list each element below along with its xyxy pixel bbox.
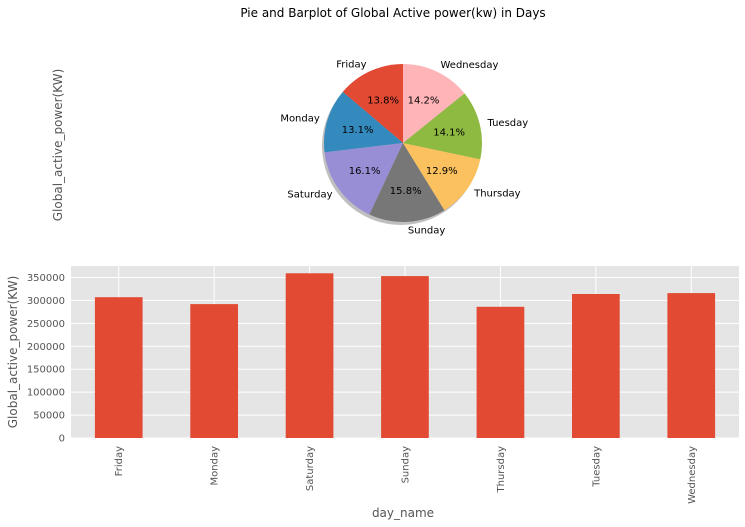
pie-pct-friday: 13.8% [367, 96, 399, 107]
bar-xtick-friday: Friday [114, 446, 125, 476]
bar-ytick-label: 50000 [33, 411, 65, 422]
bar-thursday [476, 306, 525, 438]
bar-wednesday [667, 293, 716, 438]
pie-chart: Global_active_power(KW) Friday 13.8% Monda… [51, 60, 528, 237]
bar-xtick-tuesday: Tuesday [591, 446, 602, 488]
pie-label-sunday: Sunday [408, 225, 445, 236]
pie-slice-friday [342, 64, 403, 143]
bar-monday [190, 304, 238, 438]
pie-label-thursday: Thursday [473, 189, 521, 200]
bar-ytick-label: 100000 [27, 388, 65, 399]
pie-slice-wednesday [403, 63, 465, 143]
bar-xtick-sunday: Sunday [401, 446, 412, 483]
pie-slice-thursday [403, 143, 481, 211]
pie-slice-saturday [324, 143, 403, 215]
pie-ylabel: Global_active_power(KW) [51, 69, 65, 222]
bar-sunday [381, 276, 429, 438]
bar-xlabel: day_name [372, 506, 434, 520]
pie-pct-wednesday: 14.2% [408, 96, 440, 107]
bar-xtick-monday: Monday [210, 446, 221, 486]
pie-slice-sunday [369, 143, 445, 223]
pie-label-tuesday: Tuesday [487, 118, 529, 129]
pie-label-wednesday: Wednesday [441, 60, 499, 71]
bar-saturday [285, 273, 334, 438]
pie-pct-tuesday: 14.1% [433, 127, 465, 138]
pie-label-friday: Friday [336, 60, 366, 71]
pie-pct-sunday: 15.8% [390, 186, 422, 197]
bar-xtick-wednesday: Wednesday [687, 446, 698, 504]
bar-ytick-label: 150000 [27, 365, 65, 376]
figure-title: Pie and Barplot of Global Active power(k… [240, 6, 545, 20]
bar-ytick-label: 250000 [27, 319, 65, 330]
pie-pct-saturday: 16.1% [349, 166, 381, 177]
bar-ytick-label: 350000 [27, 273, 65, 284]
bar-tuesday [572, 294, 620, 438]
bar-ytick-label: 0 [59, 434, 65, 445]
pie-label-saturday: Saturday [287, 189, 332, 200]
pie-pct-thursday: 12.9% [426, 166, 458, 177]
pie-slice-monday [323, 91, 403, 153]
bar-xtick-saturday: Saturday [305, 446, 316, 491]
bar-ytick-label: 200000 [27, 342, 65, 353]
bar-ytick-label: 300000 [27, 296, 65, 307]
bar-xtick-thursday: Thursday [496, 446, 507, 494]
bar-ylabel: Global_active_power(KW) [6, 276, 20, 429]
bar-chart: 0 50000 100000 150000 200000 250000 300000 3500… [6, 266, 739, 520]
bar-friday [94, 297, 143, 438]
pie-label-monday: Monday [280, 114, 320, 125]
pie-slice-tuesday [403, 93, 483, 160]
pie-pct-monday: 13.1% [342, 125, 374, 136]
